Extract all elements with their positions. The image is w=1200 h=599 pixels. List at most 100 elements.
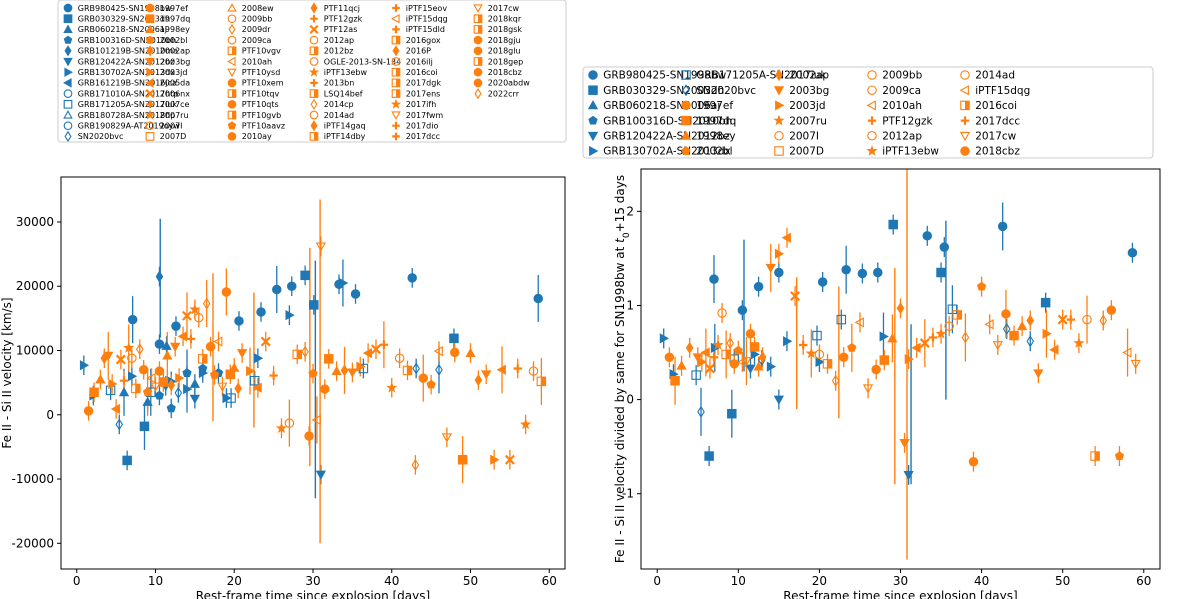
data-point [331,365,342,375]
legend-label: PTF10ysd [242,68,280,77]
data-point [79,360,90,371]
data-point [936,267,946,278]
legend-label: GRB060218-SN2006aj [78,25,167,34]
data-point [1057,314,1068,325]
data-point-fill [541,377,546,386]
data-point [320,384,330,394]
x-tick-label: 50 [1055,574,1070,588]
x-tick-label: 20 [227,574,242,588]
legend-marker [773,86,785,96]
legend-marker [144,109,156,120]
data-point [697,405,705,418]
data-point [272,284,282,295]
data-point [961,331,970,344]
legend-marker [310,2,318,14]
data-point [189,303,201,315]
legend-label: 2014ad [324,111,354,120]
data-point [142,396,153,406]
data-points [659,219,1141,481]
data-point [727,408,737,419]
data-point [158,377,169,387]
legend-marker [866,145,878,156]
data-point [323,354,334,364]
data-point [123,342,135,353]
data-point [285,310,295,321]
data-point [504,454,515,465]
data-point [1001,309,1011,319]
data-point [103,351,114,361]
data-point [911,342,921,353]
data-point [992,341,1003,351]
legend-label: PTF10vgv [242,47,281,56]
legend-label: GRB101219B-SN2010ma [78,47,178,56]
legend-marker [473,4,483,13]
legend-marker [392,45,400,57]
data-point [847,342,857,352]
legend-label: 2017dcc [975,115,1020,127]
data-point [745,364,756,374]
data-point [412,362,420,375]
legend-marker [63,24,73,33]
data-point [836,314,847,325]
data-point [1122,347,1132,358]
legend-label: 2003bg [789,85,829,97]
legend-label: 2007ru [789,115,827,127]
data-point [457,455,468,465]
data-point [198,367,209,379]
legend-label: 2018gep [488,57,523,66]
legend-label: 2002bl [160,36,188,45]
data-point [1114,451,1125,461]
legend-marker [310,14,318,23]
data-point [939,242,950,252]
data-point [817,277,828,287]
legend-marker-fill [228,82,236,87]
data-point [474,373,483,387]
data-point-fill [1107,310,1116,315]
legend-marker [145,3,155,13]
data-point [519,418,532,430]
legend-marker [145,24,155,33]
legend-marker [960,70,970,80]
legend-marker [309,24,319,34]
legend-label: 2010ay [242,132,272,141]
data-point [315,470,327,480]
legend-label: 2007D [160,132,187,141]
legend-label: GRB980425-SN1998bw [78,4,172,13]
data-point [854,317,864,328]
data-point [162,350,173,360]
data-point [234,382,242,395]
legend-label: 2006nx [160,89,190,98]
legend-marker [390,98,402,109]
data-point [170,342,181,352]
legend-label: GRB180728A-SN2018fip [78,111,176,120]
data-point-fill [730,363,739,369]
legend-label: PTF10gvb [242,111,281,120]
x-tick-label: 50 [463,574,478,588]
data-point-fill [419,378,428,383]
data-point-fill [135,384,141,393]
legend-marker [681,115,691,126]
legend-marker [866,100,876,111]
legend-marker [228,23,236,35]
legend-label: 2003jd [789,100,825,112]
data-point [984,319,994,330]
data-point [887,333,898,343]
legend-marker [145,14,155,24]
data-point [394,353,405,363]
legend-label: 2014cp [324,100,354,109]
data-point [260,336,271,347]
legend-label: GRB120422A-SN2012bz [78,57,175,66]
data-point [928,333,938,342]
legend-label: GRB100316D-SN2010bh [78,36,176,45]
data-point [691,370,701,380]
data-point [664,352,675,362]
legend-marker [587,100,599,110]
legend-label: PTF10tqv [242,89,280,98]
data-point [812,330,822,341]
legend-marker-fill [396,79,400,87]
data-point [350,289,361,299]
legend-marker [146,100,154,109]
legend-label: 2013bn [324,79,355,88]
x-tick-label: 20 [812,574,827,588]
